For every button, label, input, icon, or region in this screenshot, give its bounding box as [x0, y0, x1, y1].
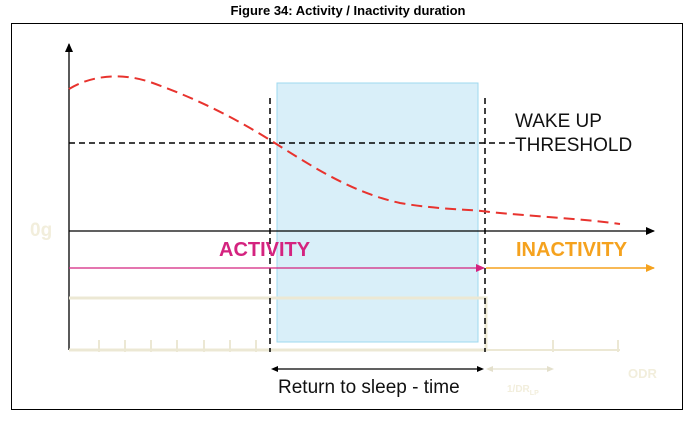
- wake-up-label-line1: WAKE UP: [515, 111, 602, 132]
- wake-up-label-line2: THRESHOLD: [515, 135, 632, 156]
- zero-g-label: 0g: [30, 220, 52, 241]
- figure-frame: [11, 23, 683, 410]
- inactivity-label: INACTIVITY: [516, 239, 628, 261]
- odr-label: ODR: [628, 366, 658, 381]
- activity-window-highlight: [276, 82, 479, 343]
- return-to-sleep-label: Return to sleep - time: [278, 377, 460, 398]
- odr-lp-subscript: LP: [530, 390, 539, 397]
- activity-label: ACTIVITY: [219, 239, 311, 261]
- odr-lp-label: 1/DRLP: [507, 384, 539, 397]
- figure-caption: Figure 34: Activity / Inactivity duratio…: [230, 3, 466, 18]
- sampling-waveform: [69, 296, 488, 352]
- odr-ticks: [98, 340, 620, 352]
- odr-lp-main: 1/DR: [507, 384, 531, 395]
